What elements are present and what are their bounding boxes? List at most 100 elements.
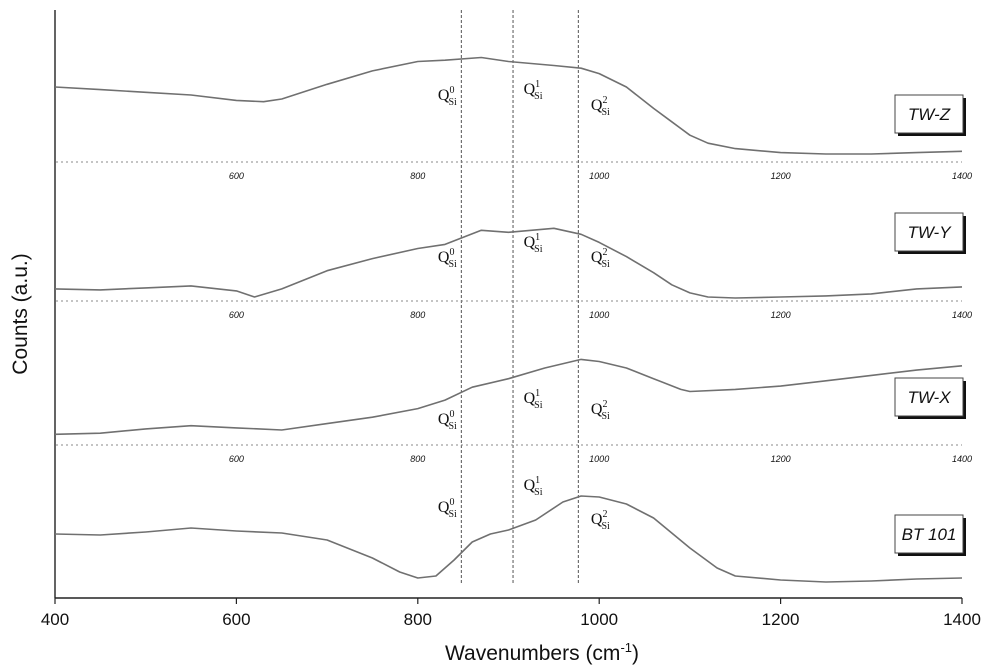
q-subscript: Si <box>448 509 457 520</box>
q-subscript: Si <box>601 521 610 532</box>
y-axis-label: Counts (a.u.) <box>9 253 32 374</box>
q-annotation-text: Q1 Si <box>524 232 543 255</box>
q-annotation: Q0 Si <box>438 497 457 520</box>
offset-tick-label: 600 <box>229 454 244 464</box>
q-main: Q <box>438 499 450 516</box>
q-superscript: 0 <box>449 409 454 420</box>
q-annotation: Q1 Si <box>524 232 543 255</box>
q-annotation-text: Q1 Si <box>524 388 543 411</box>
q-annotation: Q1 Si <box>524 388 543 411</box>
x-axis-label-main: Wavenumbers (cm <box>445 642 620 665</box>
q-superscript: 2 <box>602 399 607 410</box>
q-main: Q <box>524 81 536 98</box>
q-annotation-text: Q0 Si <box>438 85 457 108</box>
series-labels-group: TW-Z TW-Y TW-X BT 101 <box>894 94 966 556</box>
series-label-text: TW-Y <box>907 223 952 242</box>
offset-tick-label: 800 <box>410 310 425 320</box>
q-annotation: Q2 Si <box>591 509 610 532</box>
q-superscript: 2 <box>602 247 607 258</box>
series-group <box>54 56 963 583</box>
series-label-box: TW-Y <box>894 212 966 254</box>
q-main: Q <box>438 87 450 104</box>
q-superscript: 2 <box>602 95 607 106</box>
q-annotation: Q2 Si <box>591 95 610 118</box>
q-subscript: Si <box>601 259 610 270</box>
reference-lines <box>460 10 579 584</box>
q-annotation: Q0 Si <box>438 247 457 270</box>
q-annotation: Q0 Si <box>438 409 457 432</box>
q-superscript: 2 <box>602 509 607 520</box>
q-superscript: 1 <box>535 388 540 399</box>
q-main: Q <box>591 401 603 418</box>
offset-tick-label: 800 <box>410 454 425 464</box>
q-subscript: Si <box>534 244 543 255</box>
x-tick-label: 1200 <box>762 610 800 629</box>
q-subscript: Si <box>448 259 457 270</box>
q-annotation-text: Q0 Si <box>438 247 457 270</box>
offset-tick-label: 600 <box>229 310 244 320</box>
offset-tick-label: 1400 <box>952 454 972 464</box>
q-subscript: Si <box>534 400 543 411</box>
q-annotation: Q1 Si <box>524 79 543 102</box>
offset-tick-label: 800 <box>410 171 425 181</box>
series-line <box>54 358 963 436</box>
offset-tick-label: 1200 <box>771 454 791 464</box>
x-tick-label: 400 <box>41 610 69 629</box>
series-line <box>54 495 963 583</box>
q-annotation-text: Q2 Si <box>591 95 610 118</box>
series-label-frame <box>894 514 964 554</box>
q-annotation: Q2 Si <box>591 399 610 422</box>
q-superscript: 0 <box>449 497 454 508</box>
q-superscript: 0 <box>449 85 454 96</box>
series-label-text: TW-X <box>907 388 951 407</box>
q-superscript: 1 <box>535 232 540 243</box>
q-annotation-text: Q2 Si <box>591 509 610 532</box>
q-annotation: Q0 Si <box>438 85 457 108</box>
q-subscript: Si <box>601 107 610 118</box>
q-annotation-text: Q1 Si <box>524 79 543 102</box>
q-superscript: 1 <box>535 475 540 486</box>
series-label-frame <box>894 212 964 252</box>
series-label-box: TW-X <box>894 377 966 419</box>
q-subscript: Si <box>448 97 457 108</box>
offset-tick-label: 1400 <box>952 171 972 181</box>
x-ticks-group: 400 600 800 1000 1200 1400 <box>41 598 981 629</box>
q-annotation: Q1 Si <box>524 475 543 498</box>
q-main: Q <box>438 411 450 428</box>
series-label-text: BT 101 <box>902 525 957 544</box>
offset-tick-label: 1400 <box>952 310 972 320</box>
q-annotation-text: Q2 Si <box>591 247 610 270</box>
q-main: Q <box>524 477 536 494</box>
series-line <box>54 56 963 155</box>
offset-tick-label: 1000 <box>589 454 609 464</box>
q-subscript: Si <box>534 487 543 498</box>
q-annotation: Q2 Si <box>591 247 610 270</box>
q-subscript: Si <box>534 91 543 102</box>
series-label-text: TW-Z <box>908 105 951 124</box>
q-main: Q <box>524 390 536 407</box>
series-line <box>54 227 963 299</box>
series-label-box: BT 101 <box>894 514 966 556</box>
plot-frame <box>54 10 962 599</box>
q-main: Q <box>438 249 450 266</box>
q-annotation-text: Q2 Si <box>591 399 610 422</box>
x-tick-label: 800 <box>404 610 432 629</box>
q-superscript: 1 <box>535 79 540 90</box>
offset-tick-label: 1000 <box>589 171 609 181</box>
x-tick-label: 1400 <box>943 610 981 629</box>
x-tick-label: 600 <box>222 610 250 629</box>
series-label-frame <box>894 377 964 417</box>
offset-tick-label: 1000 <box>589 310 609 320</box>
x-axis-label-superscript: -1 <box>620 640 632 655</box>
q-annotation-text: Q0 Si <box>438 497 457 520</box>
q-annotation-text: Q1 Si <box>524 475 543 498</box>
q-main: Q <box>591 249 603 266</box>
series-label-frame <box>894 94 964 134</box>
offset-tick-label: 1200 <box>771 310 791 320</box>
offset-tick-label: 1200 <box>771 171 791 181</box>
q-subscript: Si <box>601 411 610 422</box>
x-tick-label: 1000 <box>580 610 618 629</box>
x-axis-label-close: ) <box>632 642 639 665</box>
